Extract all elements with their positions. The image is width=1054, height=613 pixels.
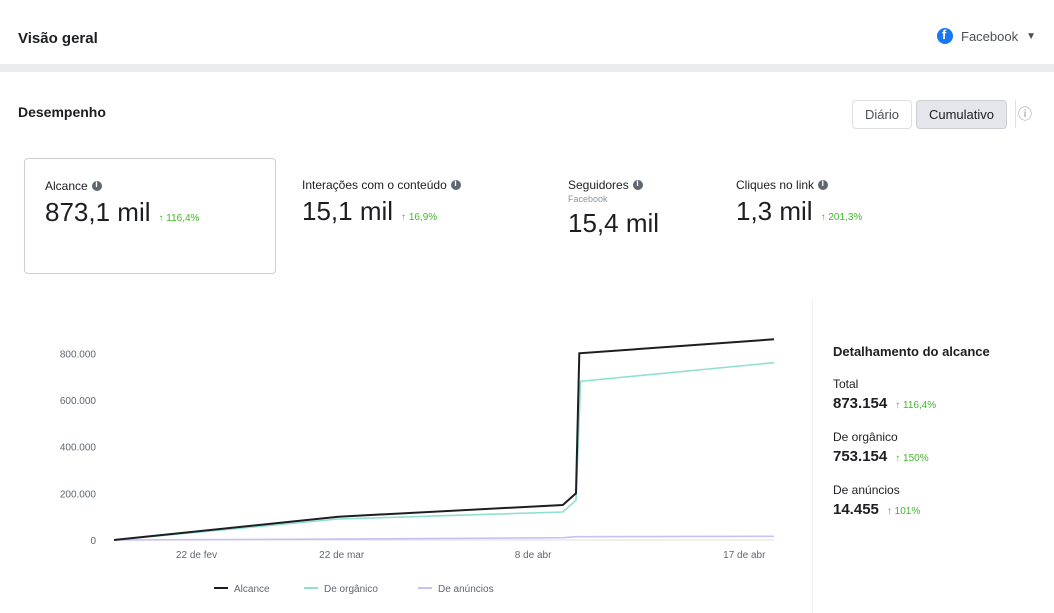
reach-breakdown: Detalhamento do alcance Total 873.154 ↑ … <box>812 300 1054 613</box>
breakdown-label: Total <box>833 377 859 391</box>
metric-change: ↑ 201,3% <box>820 212 863 223</box>
chevron-down-icon: ▼ <box>1026 30 1036 42</box>
metric-label: Interações com o conteúdo <box>302 178 447 192</box>
info-icon <box>450 178 461 190</box>
legend-label: De orgânico <box>324 584 378 595</box>
period-toggle: Diário Cumulativo ⓘ <box>852 100 1034 129</box>
metric-value: 1,3 mil <box>736 196 813 226</box>
daily-button[interactable]: Diário <box>852 100 912 129</box>
series-line-de-orgânico <box>113 361 775 541</box>
breakdown-value: 753.154 <box>833 448 888 465</box>
x-tick-label: 17 de abr <box>723 550 766 561</box>
metric-change: ↑ 116,4% <box>158 213 200 224</box>
breakdown-title: Detalhamento do alcance <box>833 344 990 359</box>
info-icon <box>818 178 829 190</box>
breakdown-change: ↑ 150% <box>895 453 929 464</box>
legend-label: Alcance <box>234 584 270 595</box>
breakdown-item-ads: De anúncios 14.455 ↑ 101% <box>833 483 1054 518</box>
x-tick-label: 8 de abr <box>515 550 552 561</box>
series-line-alcance <box>113 338 775 541</box>
metric-label: Seguidores <box>568 178 629 192</box>
account-switcher[interactable]: Facebook ▼ <box>937 27 1036 44</box>
x-tick-label: 22 de fev <box>176 550 217 561</box>
y-tick-label: 400.000 <box>60 443 97 454</box>
breakdown-change: ↑ 101% <box>886 506 921 517</box>
breakdown-item-total: Total 873.154 ↑ 116,4% <box>833 377 1054 412</box>
series-line-de-anúncios <box>113 535 775 541</box>
y-tick-label: 800.000 <box>60 349 97 360</box>
reach-line-chart: 0 200.000 400.000 600.000 800.000 22 de fev 22… <box>60 338 775 595</box>
performance-title: Desempenho <box>18 104 106 120</box>
y-tick-label: 600.000 <box>60 396 97 407</box>
metric-label: Alcance <box>45 179 88 193</box>
header: Visão geral Facebook ▼ <box>0 0 1054 72</box>
account-label: Facebook <box>961 28 1019 44</box>
metric-card-link-clicks[interactable]: Cliques no link 1,3 mil ↑ 201,3% <box>716 158 966 274</box>
metric-card-followers[interactable]: Seguidores Facebook 15,4 mil <box>548 158 708 274</box>
y-tick-label: 0 <box>90 536 96 547</box>
metric-change: ↑ 16,9% <box>401 212 438 223</box>
legend-label: De anúncios <box>438 584 494 595</box>
breakdown-change: ↑ 116,4% <box>895 400 937 411</box>
info-icon-toggle[interactable]: ⓘ <box>1015 100 1034 128</box>
metric-card-reach[interactable]: Alcance 873,1 mil ↑ 116,4% <box>24 158 276 274</box>
metric-value: 15,4 mil <box>568 208 660 238</box>
breakdown-value: 873.154 <box>833 395 888 412</box>
y-tick-label: 200.000 <box>60 489 97 500</box>
metric-sublabel: Facebook <box>568 194 608 204</box>
page-title: Visão geral <box>18 30 98 47</box>
breakdown-label: De orgânico <box>833 430 898 444</box>
metric-label: Cliques no link <box>736 178 815 192</box>
breakdown-label: De anúncios <box>833 483 900 497</box>
breakdown-value: 14.455 <box>833 501 879 518</box>
x-tick-label: 22 de mar <box>319 550 365 561</box>
info-icon <box>632 178 643 190</box>
breakdown-item-organic: De orgânico 753.154 ↑ 150% <box>833 430 1054 465</box>
reach-chart: 0 200.000 400.000 600.000 800.000 22 de fev 22… <box>24 320 794 610</box>
metric-card-interactions[interactable]: Interações com o conteúdo 15,1 mil ↑ 16,… <box>282 158 548 274</box>
metric-value: 15,1 mil <box>302 196 394 226</box>
facebook-icon <box>937 27 953 44</box>
info-icon <box>91 179 102 191</box>
metric-value: 873,1 mil <box>45 197 151 227</box>
cumulative-button[interactable]: Cumulativo <box>915 100 1007 129</box>
